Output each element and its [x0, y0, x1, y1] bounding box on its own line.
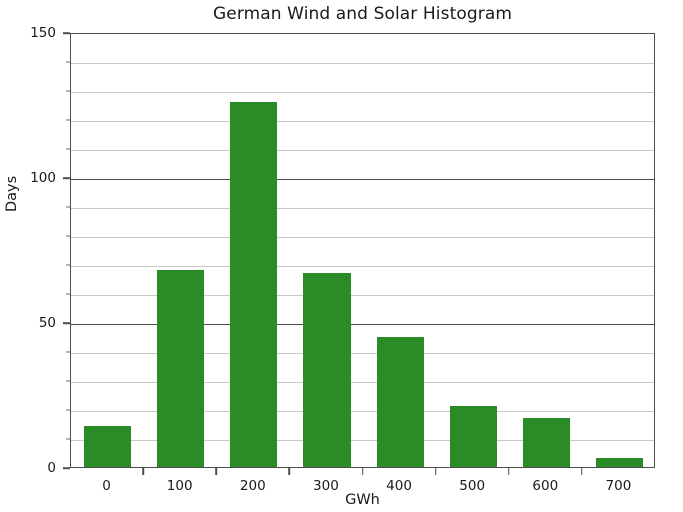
bar: [157, 269, 205, 467]
y-axis-label: Days: [4, 175, 20, 212]
y-tick-mark-minor: [66, 119, 70, 121]
bar: [449, 406, 497, 467]
gridline-minor: [71, 63, 654, 64]
x-tick-label: 700: [605, 478, 632, 494]
x-tick-label: 300: [313, 478, 339, 494]
x-tick-label: 400: [386, 478, 412, 494]
x-tick-mark: [142, 468, 144, 475]
x-tick-mark: [361, 468, 364, 475]
x-tick-label: 600: [532, 478, 559, 494]
y-tick-mark-minor: [66, 235, 70, 237]
y-tick-mark-minor: [66, 206, 70, 208]
x-axis: 0 100 200 300 400 500 600 700: [70, 468, 655, 498]
y-axis: 0 50 100 150: [0, 25, 70, 476]
x-tick-label: 0: [102, 478, 111, 494]
x-tick-label: 100: [166, 478, 193, 494]
gridline-minor: [71, 411, 654, 412]
gridline-minor: [71, 208, 654, 209]
gridline-minor: [71, 382, 654, 383]
y-tick-mark-minor: [66, 61, 70, 63]
y-tick-mark: [63, 467, 70, 469]
gridline-minor: [71, 92, 654, 93]
x-tick-mark: [215, 468, 218, 475]
y-tick-mark: [63, 322, 70, 324]
y-tick-mark-minor: [66, 438, 70, 440]
y-tick-label: 150: [30, 25, 56, 41]
chart-title: German Wind and Solar Histogram: [212, 4, 512, 24]
x-tick-label: 500: [459, 478, 486, 494]
gridline-major: [71, 179, 654, 180]
y-tick-mark-minor: [66, 264, 70, 266]
plot-area: [70, 33, 655, 468]
gridline-minor: [71, 150, 654, 151]
gridline-minor: [71, 295, 654, 296]
y-tick-label: 100: [30, 170, 56, 186]
y-tick-mark-minor: [66, 380, 70, 382]
gridline-minor: [71, 353, 654, 354]
x-tick-label: 200: [239, 478, 266, 494]
bar: [595, 458, 643, 467]
y-tick-mark-minor: [66, 90, 70, 92]
y-tick-mark-minor: [66, 293, 70, 295]
gridline-major: [71, 324, 654, 325]
gridline-minor: [71, 266, 654, 267]
bar: [84, 426, 132, 467]
x-tick-mark: [507, 468, 510, 475]
x-tick-mark: [288, 468, 291, 475]
bar: [230, 101, 278, 467]
bar: [376, 336, 424, 467]
y-tick-mark-minor: [66, 351, 70, 353]
gridline-minor: [71, 237, 654, 238]
x-tick-mark: [434, 468, 437, 475]
gridline-minor: [71, 121, 654, 122]
y-tick-mark-minor: [66, 409, 70, 411]
gridlines: [71, 34, 654, 467]
y-tick-label: 0: [47, 460, 56, 476]
bars-group: [71, 34, 654, 467]
x-axis-label: GWh: [345, 492, 380, 508]
x-tick-mark: [581, 468, 583, 475]
y-tick-mark: [63, 177, 70, 179]
y-tick-mark-minor: [66, 148, 70, 150]
gridline-minor: [71, 440, 654, 441]
bar: [522, 417, 570, 467]
y-tick-label: 50: [38, 315, 56, 331]
bar: [303, 272, 351, 467]
y-tick-mark: [63, 32, 70, 34]
